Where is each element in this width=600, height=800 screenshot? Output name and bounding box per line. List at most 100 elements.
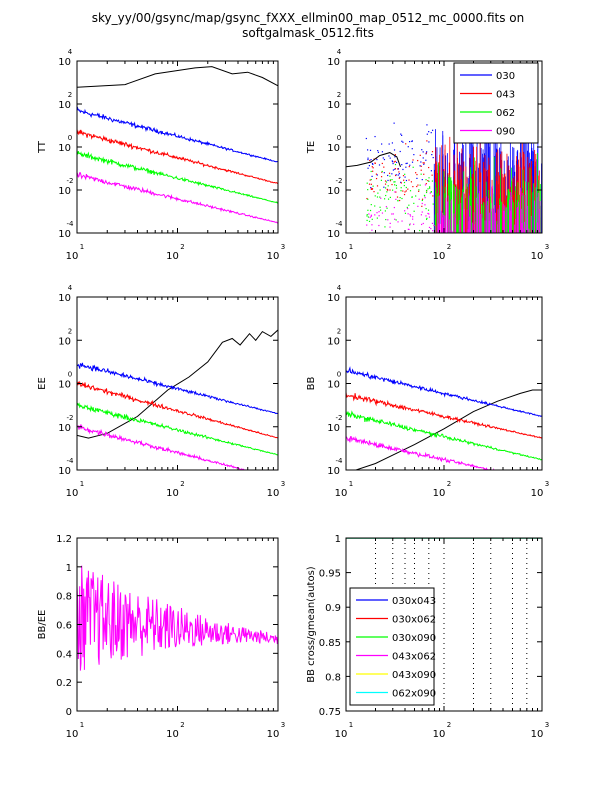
- te-dot-030: [391, 142, 394, 144]
- te-dot-090: [428, 216, 431, 218]
- te-dot-062: [366, 215, 368, 217]
- te-dot-043: [419, 154, 421, 156]
- te-dot-043: [407, 188, 409, 190]
- legend-label-030x062: 030x062: [392, 615, 436, 626]
- te-dot-090: [375, 239, 376, 240]
- te-dot-062: [423, 194, 426, 197]
- legend-label-030: 030: [496, 71, 515, 82]
- te-dot-090: [393, 239, 394, 240]
- te-dot-043: [418, 190, 420, 192]
- te-dot-030: [425, 153, 427, 155]
- te-dot-062: [366, 182, 368, 184]
- y-tick-label: 10: [58, 466, 71, 477]
- y-tick-label: 0.9: [325, 603, 341, 614]
- te-dot-062: [415, 195, 417, 197]
- te-dot-062: [383, 198, 386, 200]
- te-dot-030: [399, 176, 401, 178]
- te-dot-090: [421, 211, 423, 213]
- te-dot-090: [421, 223, 423, 226]
- te-dot-062: [380, 179, 383, 181]
- te-dot-090: [371, 229, 373, 231]
- te-dot-043: [396, 196, 399, 198]
- te-dot-030: [377, 151, 380, 153]
- te-dot-062: [391, 179, 393, 181]
- legend-label-030x090: 030x090: [392, 633, 436, 644]
- te-dot-062: [425, 191, 428, 194]
- te-dot-062: [425, 179, 427, 181]
- series-line-062: [346, 410, 542, 461]
- model-curve: [354, 389, 542, 470]
- te-dot-090: [430, 239, 431, 240]
- x-tick-label: 10: [66, 251, 79, 262]
- te-dot-030: [367, 159, 369, 161]
- te-dot-090: [384, 239, 385, 240]
- y-tick-label: 10: [58, 100, 71, 111]
- te-dot-030: [421, 149, 423, 151]
- te-dot-062: [394, 181, 396, 183]
- te-dot-062: [385, 181, 388, 183]
- te-dot-090: [418, 198, 420, 200]
- te-dot-062: [379, 209, 382, 211]
- y-axis-label: BB/EE: [37, 610, 48, 640]
- te-dot-030: [398, 173, 400, 175]
- y-tick-label: 0.6: [56, 621, 72, 632]
- y-tick-label: 10: [327, 380, 340, 391]
- te-dot-043: [380, 176, 383, 178]
- te-dot-062: [370, 170, 372, 173]
- te-dot-030: [369, 149, 372, 151]
- te-dot-030: [413, 154, 415, 156]
- te-dot-090: [432, 230, 434, 232]
- te-dot-090: [420, 214, 423, 216]
- x-tick-label: 10: [66, 729, 79, 740]
- te-dot-030: [432, 156, 434, 159]
- y-tick-label: 0.75: [319, 707, 341, 718]
- te-dot-043: [373, 191, 375, 193]
- te-dot-030: [374, 135, 376, 138]
- y-tick-label: 0.4: [56, 649, 72, 660]
- y-tick-label: 0.95: [319, 569, 341, 580]
- y-tick-label: 1: [335, 534, 341, 545]
- te-dot-090: [430, 227, 432, 230]
- te-dot-062: [419, 229, 421, 232]
- te-dot-062: [370, 204, 372, 206]
- y-tick-label: 10: [327, 336, 340, 347]
- x-tick-label: 10: [166, 251, 179, 262]
- te-dot-062: [432, 203, 434, 205]
- te-dot-030: [388, 155, 390, 157]
- te-dot-090: [380, 197, 382, 199]
- te-dot-062: [366, 219, 368, 222]
- te-dot-062: [367, 216, 370, 218]
- te-dot-030: [393, 149, 396, 151]
- te-dot-030: [377, 150, 379, 152]
- te-dot-090: [387, 219, 389, 221]
- te-dot-043: [417, 159, 419, 162]
- te-dot-062: [428, 180, 430, 182]
- y-tick-label: 10: [58, 336, 71, 347]
- te-dot-090: [393, 239, 394, 240]
- te-dot-043: [426, 140, 428, 142]
- te-dot-030: [421, 179, 423, 181]
- y-tick-label: 0: [66, 707, 72, 718]
- te-dot-030: [372, 163, 374, 166]
- ratio-line: [77, 565, 278, 671]
- te-dot-062: [419, 184, 421, 186]
- te-dot-030: [387, 179, 389, 182]
- te-dot-090: [396, 239, 397, 240]
- te-dot-030: [405, 166, 407, 168]
- te-dot-030: [405, 179, 408, 182]
- te-dot-090: [432, 237, 433, 238]
- te-dot-043: [372, 167, 374, 169]
- te-dot-043: [386, 188, 388, 191]
- x-tick-exponent: 3: [281, 243, 285, 251]
- te-dot-030: [423, 163, 425, 165]
- te-dot-062: [430, 191, 432, 193]
- y-tick-exponent: -4: [67, 220, 75, 228]
- y-axis-label: BB cross/gmean(autos): [306, 566, 317, 683]
- y-tick-exponent: -2: [67, 414, 74, 422]
- te-dot-062: [366, 214, 368, 216]
- te-dot-062: [431, 180, 434, 182]
- x-tick-label: 10: [267, 729, 280, 740]
- te-dot-030: [431, 154, 433, 156]
